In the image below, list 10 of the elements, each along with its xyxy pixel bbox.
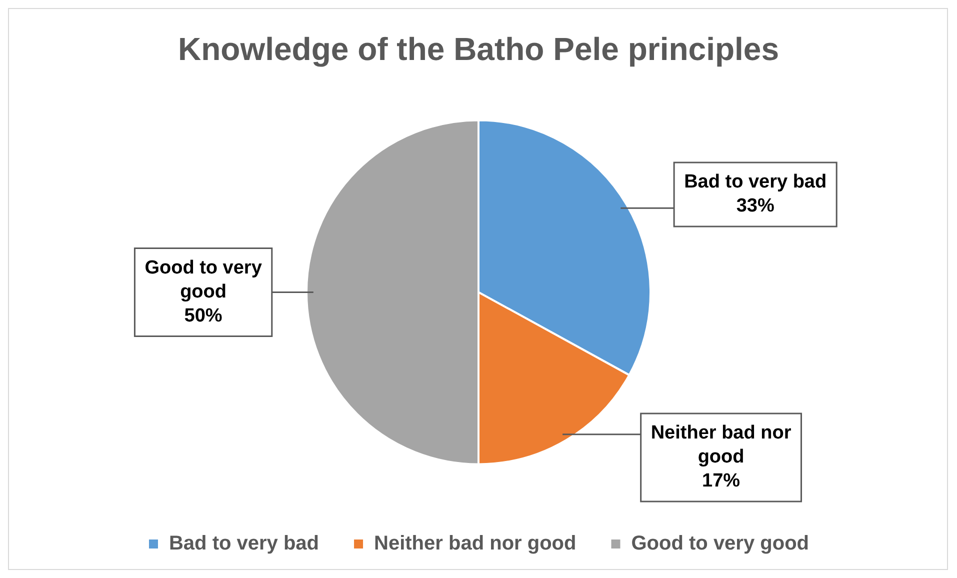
slice-label: Neither bad nor good (650, 422, 792, 468)
slice-label: Good to very good (144, 257, 262, 302)
data-label: 33% (736, 196, 774, 217)
slice-label: Bad to very bad (684, 172, 827, 193)
legend-label: Neither bad nor good (374, 532, 576, 555)
data-label: 50% (184, 305, 222, 326)
chart-title: Knowledge of the Batho Pele principles (178, 31, 779, 68)
legend-label: Good to very good (631, 532, 810, 555)
data-label: 17% (702, 470, 740, 492)
legend-label: Bad to very bad (168, 532, 320, 555)
